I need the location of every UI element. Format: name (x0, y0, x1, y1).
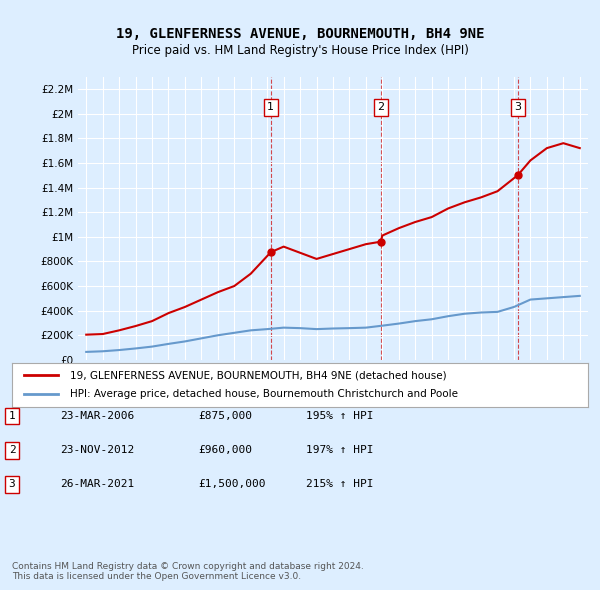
Text: Price paid vs. HM Land Registry's House Price Index (HPI): Price paid vs. HM Land Registry's House … (131, 44, 469, 57)
Text: 23-NOV-2012: 23-NOV-2012 (60, 445, 134, 455)
Text: £1,500,000: £1,500,000 (198, 480, 265, 489)
Text: 1: 1 (8, 411, 16, 421)
Text: 195% ↑ HPI: 195% ↑ HPI (306, 411, 373, 421)
Text: Contains HM Land Registry data © Crown copyright and database right 2024.
This d: Contains HM Land Registry data © Crown c… (12, 562, 364, 581)
Text: 215% ↑ HPI: 215% ↑ HPI (306, 480, 373, 489)
Text: 2: 2 (8, 445, 16, 455)
Text: 19, GLENFERNESS AVENUE, BOURNEMOUTH, BH4 9NE: 19, GLENFERNESS AVENUE, BOURNEMOUTH, BH4… (116, 27, 484, 41)
Text: 197% ↑ HPI: 197% ↑ HPI (306, 445, 373, 455)
Text: HPI: Average price, detached house, Bournemouth Christchurch and Poole: HPI: Average price, detached house, Bour… (70, 389, 458, 399)
Text: £960,000: £960,000 (198, 445, 252, 455)
Text: £875,000: £875,000 (198, 411, 252, 421)
Text: 23-MAR-2006: 23-MAR-2006 (60, 411, 134, 421)
Text: 26-MAR-2021: 26-MAR-2021 (60, 480, 134, 489)
Text: 2: 2 (377, 103, 384, 113)
Text: 19, GLENFERNESS AVENUE, BOURNEMOUTH, BH4 9NE (detached house): 19, GLENFERNESS AVENUE, BOURNEMOUTH, BH4… (70, 371, 446, 380)
Text: 3: 3 (514, 103, 521, 113)
Text: 3: 3 (8, 480, 16, 489)
Text: 1: 1 (268, 103, 274, 113)
